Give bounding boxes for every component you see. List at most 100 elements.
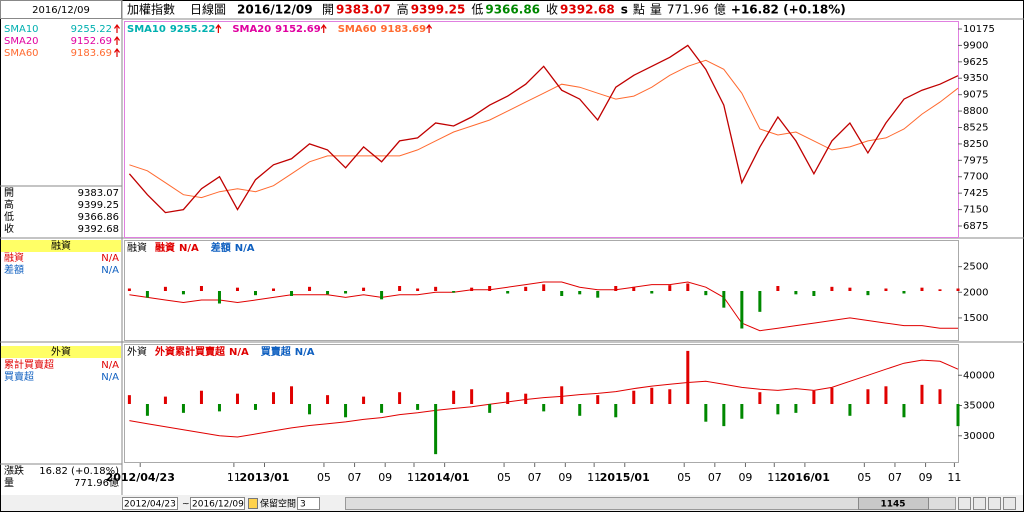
bar bbox=[362, 287, 366, 291]
bar bbox=[758, 392, 762, 404]
y-tick-label: 8800 bbox=[963, 106, 988, 117]
header: 加權指數 日線圖 2016/12/09 bbox=[127, 2, 313, 17]
bar bbox=[884, 386, 888, 404]
calendar-button[interactable] bbox=[248, 498, 258, 509]
bar bbox=[452, 291, 456, 293]
bar bbox=[650, 387, 654, 404]
ohlc-label: 低 bbox=[4, 210, 14, 223]
left-legend-name: SMA60 bbox=[4, 48, 39, 59]
bar bbox=[830, 286, 834, 291]
price-line bbox=[128, 44, 959, 214]
margin-header: 融資 bbox=[51, 240, 71, 252]
legend-value: N/A bbox=[179, 243, 199, 254]
period: 日線圖 bbox=[190, 2, 226, 17]
scrollbar[interactable] bbox=[345, 497, 956, 510]
ohlc-value: 9392.68 bbox=[78, 224, 119, 235]
legend-name: 差額 bbox=[211, 241, 231, 254]
x-tick-label: 05 bbox=[857, 471, 871, 484]
volume-value: 771.96億 bbox=[74, 476, 119, 489]
x-tick-label: 09 bbox=[378, 471, 392, 484]
y-tick-label: 10175 bbox=[963, 24, 995, 35]
index-name: 加權指數 bbox=[127, 2, 175, 17]
bar bbox=[398, 392, 402, 404]
bar bbox=[722, 404, 726, 427]
bar bbox=[290, 386, 294, 404]
ohlc-value: 9399.25 bbox=[78, 200, 119, 211]
bar bbox=[902, 404, 906, 418]
bar bbox=[524, 393, 528, 404]
zoom-out-button[interactable] bbox=[958, 497, 971, 510]
bar bbox=[506, 291, 510, 294]
bar bbox=[578, 404, 582, 416]
zoom-in-button[interactable] bbox=[973, 497, 986, 510]
bar bbox=[452, 390, 456, 404]
bar bbox=[145, 404, 149, 416]
legend-name: 融資 bbox=[155, 241, 175, 254]
bar bbox=[614, 286, 618, 291]
y-tick-label: 2500 bbox=[963, 262, 988, 273]
bar bbox=[506, 392, 510, 404]
bar bbox=[217, 404, 221, 412]
bar bbox=[938, 389, 942, 404]
quote-value: 9392.68 bbox=[560, 3, 615, 17]
foreign-header-bg bbox=[1, 346, 121, 358]
y-tick-label: 7975 bbox=[963, 155, 988, 166]
x-tick-label: 11 bbox=[407, 471, 421, 484]
foreign-item: 買賣超 bbox=[4, 370, 34, 383]
legend-value: N/A bbox=[235, 243, 255, 254]
bar bbox=[812, 291, 816, 296]
series-line bbox=[129, 281, 958, 332]
settings-button[interactable] bbox=[1003, 497, 1016, 510]
y-tick-label: 8250 bbox=[963, 139, 988, 150]
bar bbox=[596, 395, 600, 404]
header-flag: s bbox=[621, 3, 628, 17]
bar bbox=[326, 395, 330, 404]
foreign-item: 累計買賣超 bbox=[4, 358, 54, 371]
bar bbox=[253, 404, 257, 410]
bar bbox=[344, 291, 348, 294]
reset-button[interactable] bbox=[988, 497, 1001, 510]
bar bbox=[848, 287, 852, 291]
bar bbox=[578, 291, 582, 295]
range-sep: ~ bbox=[182, 500, 190, 510]
bar bbox=[848, 404, 852, 416]
change-value: 16.82 (+0.18%) bbox=[39, 466, 119, 477]
left-legend-value: 9183.69 bbox=[71, 48, 112, 59]
x-tick-label: 05 bbox=[677, 471, 691, 484]
y-tick-label: 7425 bbox=[963, 188, 988, 199]
bar bbox=[434, 286, 438, 291]
header-volume-unit: 億 bbox=[714, 3, 726, 17]
legend-name: 買賣超 bbox=[261, 345, 292, 358]
left-item-value: N/A bbox=[101, 253, 119, 264]
y-tick-label: 6875 bbox=[963, 221, 988, 232]
left-date: 2016/12/09 bbox=[32, 5, 90, 16]
x-tick-label: 09 bbox=[738, 471, 752, 484]
x-tick-label: 2013/01 bbox=[240, 471, 290, 484]
bar bbox=[560, 386, 564, 404]
quote-value: 9366.86 bbox=[485, 3, 540, 17]
y-tick-label: 9625 bbox=[963, 57, 988, 68]
scroll-thumb[interactable] bbox=[858, 497, 929, 510]
y-tick-label: 2000 bbox=[963, 287, 988, 298]
bar bbox=[632, 286, 636, 291]
reserve-input[interactable] bbox=[297, 497, 320, 510]
y-tick-label: 9350 bbox=[963, 73, 988, 84]
x-tick-label: 07 bbox=[888, 471, 902, 484]
from-date: 2012/04/23 bbox=[124, 500, 176, 510]
to-input[interactable] bbox=[190, 497, 245, 510]
bar bbox=[344, 404, 348, 418]
to-date: 2016/12/09 bbox=[192, 500, 244, 510]
y-tick-label: 35000 bbox=[963, 401, 995, 412]
reserve-value: 3 bbox=[300, 500, 306, 510]
left-legend-name: SMA20 bbox=[4, 36, 39, 47]
bar bbox=[686, 283, 690, 291]
y-tick-label: 7150 bbox=[963, 205, 988, 216]
x-tick-label: 05 bbox=[497, 471, 511, 484]
from-input[interactable] bbox=[122, 497, 178, 510]
bar bbox=[127, 288, 131, 291]
bar bbox=[416, 288, 420, 291]
ohlc-label: 收 bbox=[4, 222, 14, 235]
bar bbox=[181, 291, 185, 295]
